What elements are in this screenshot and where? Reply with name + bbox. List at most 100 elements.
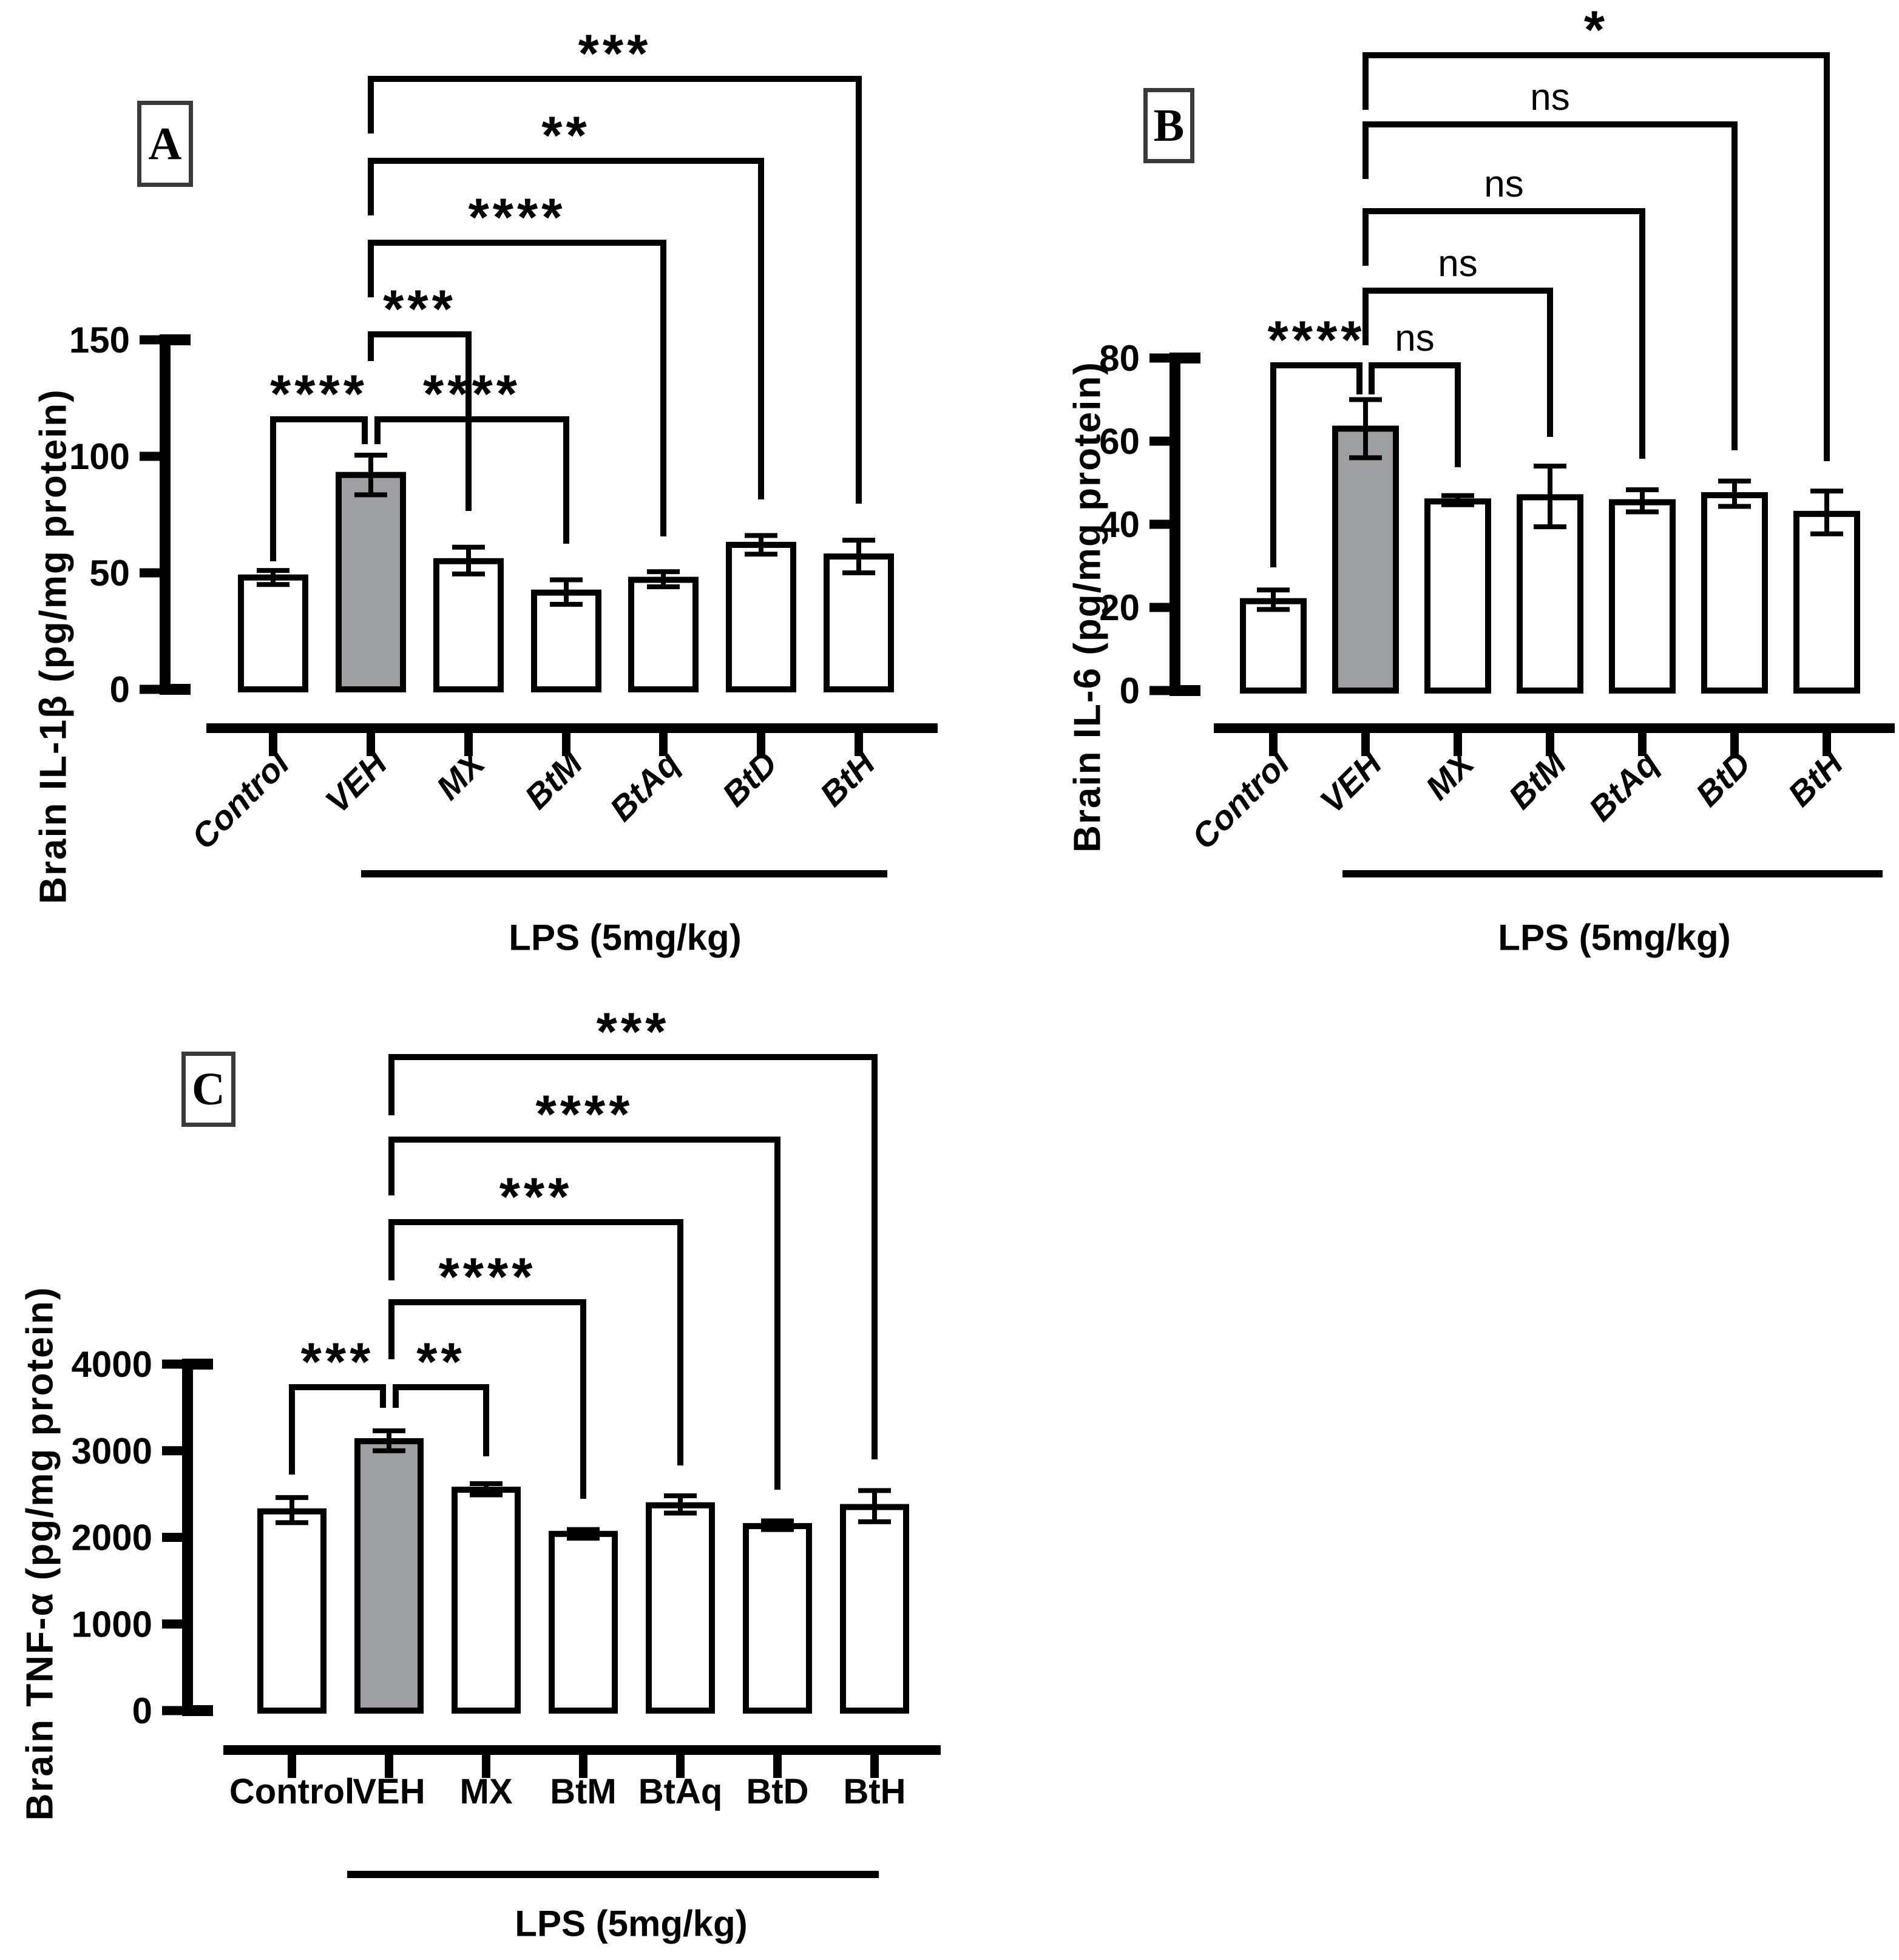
sig-stars-VEH-BtH: *** xyxy=(578,23,652,83)
bar-BtAq xyxy=(1609,499,1676,694)
y-tick-label: 20 xyxy=(1099,587,1140,628)
x-label-VEH: VEH xyxy=(1313,743,1390,820)
bar-Control xyxy=(257,1508,327,1714)
bar-BtAq xyxy=(628,576,699,693)
y-tick-label: 150 xyxy=(69,320,130,360)
sig-stars-Control-VEH: **** xyxy=(1268,309,1366,370)
sig-bracket-VEH-MX xyxy=(1369,362,1461,467)
x-label-BtH: BtH xyxy=(1781,743,1851,814)
bar-BtM xyxy=(1517,494,1583,694)
x-label-BtAq: BtAq xyxy=(638,1772,723,1811)
x-label-BtM: BtM xyxy=(550,1772,617,1811)
x-label-BtD: BtD xyxy=(715,744,785,814)
x-label-BtD: BtD xyxy=(746,1772,808,1811)
sig-ns-VEH-BtM: ns xyxy=(1438,243,1477,285)
x-label-Control: Control xyxy=(184,743,297,856)
x-label-VEH: VEH xyxy=(353,1772,425,1811)
sig-bracket-VEH-BtM xyxy=(388,1299,586,1499)
sig-stars-VEH-BtM: **** xyxy=(423,363,521,424)
x-label-BtH: BtH xyxy=(843,1772,905,1811)
bar-BtAq xyxy=(646,1502,715,1714)
x-label-Control: Control xyxy=(229,1772,354,1811)
sig-bracket-VEH-BtAq xyxy=(1362,208,1645,459)
sig-stars-VEH-BtM: **** xyxy=(439,1246,537,1306)
y-tick-label: 0 xyxy=(1120,671,1140,711)
sig-bracket-VEH-BtD xyxy=(388,1137,780,1490)
y-tick-label: 100 xyxy=(69,436,130,477)
sig-bracket-VEH-MX xyxy=(393,1384,489,1456)
panel-b-lps-label: LPS (5mg/kg) xyxy=(1498,917,1731,958)
bar-BtM xyxy=(531,589,601,693)
panel-b-y-axis-label: Brain IL-6 (pg/mg protein) xyxy=(1066,361,1109,853)
sig-bracket-VEH-BtH xyxy=(388,1054,878,1459)
x-label-BtAq: BtAq xyxy=(1581,744,1665,828)
sig-stars-Control-VEH: **** xyxy=(270,363,368,424)
sig-stars-VEH-BtH: *** xyxy=(597,1001,670,1061)
bar-BtM xyxy=(549,1530,618,1714)
y-tick-label: 1000 xyxy=(72,1604,152,1644)
bar-MX xyxy=(452,1486,521,1714)
bar-Control xyxy=(1240,598,1307,694)
sig-bracket-VEH-BtH xyxy=(1362,52,1830,461)
bar-BtH xyxy=(1793,510,1860,694)
bar-VEH xyxy=(336,471,406,692)
sig-stars-VEH-MX: *** xyxy=(383,279,456,339)
y-tick-label: 2000 xyxy=(72,1518,152,1558)
bar-VEH xyxy=(1332,425,1399,694)
x-label-BtM: BtM xyxy=(1501,743,1574,816)
panel-a-label-box: A xyxy=(137,101,193,187)
bar-BtH xyxy=(824,553,894,692)
bar-BtD xyxy=(726,541,796,692)
panel-c-label-box: C xyxy=(181,1052,235,1127)
panel-a-y-axis-label: Brain IL-1β (pg/mg protein) xyxy=(32,388,75,904)
panel-a-lps-label: LPS (5mg/kg) xyxy=(509,917,742,958)
bar-MX xyxy=(433,558,504,692)
x-label-BtAq: BtAq xyxy=(602,744,686,828)
sig-ns-VEH-BtAq: ns xyxy=(1484,163,1523,205)
sig-bracket-Control-VEH xyxy=(1270,362,1362,567)
sig-stars-VEH-BtH: * xyxy=(1584,0,1608,59)
y-tick-label: 50 xyxy=(89,553,130,593)
sig-ns-VEH-BtD: ns xyxy=(1530,76,1569,118)
x-label-VEH: VEH xyxy=(318,743,395,820)
sig-bracket-VEH-MX xyxy=(368,331,472,511)
sig-bracket-VEH-BtD xyxy=(1362,121,1738,450)
sig-stars-VEH-MX: ** xyxy=(416,1331,465,1391)
x-label-MX: MX xyxy=(460,1772,513,1811)
x-label-BtH: BtH xyxy=(813,743,883,814)
sig-bracket-Control-VEH xyxy=(270,416,368,561)
sig-stars-VEH-BtD: ** xyxy=(541,105,591,165)
panel-c-lps-label: LPS (5mg/kg) xyxy=(515,1903,748,1944)
sig-bracket-VEH-BtM xyxy=(1362,288,1553,437)
sig-bracket-VEH-BtM xyxy=(374,416,569,544)
sig-stars-VEH-BtAq: *** xyxy=(499,1166,573,1226)
bar-BtD xyxy=(743,1522,812,1714)
y-tick-label: 40 xyxy=(1099,504,1140,545)
bar-VEH xyxy=(354,1438,424,1714)
sig-stars-VEH-BtD: **** xyxy=(536,1084,634,1144)
x-label-BtD: BtD xyxy=(1688,744,1758,814)
bar-Control xyxy=(238,574,308,692)
y-tick-label: 0 xyxy=(132,1691,152,1731)
x-label-MX: MX xyxy=(1418,742,1483,807)
panel-b-label-box: B xyxy=(1143,88,1194,163)
sig-bracket-VEH-BtAq xyxy=(368,240,666,536)
sig-bracket-VEH-BtD xyxy=(368,158,764,499)
y-tick-label: 4000 xyxy=(72,1344,152,1385)
y-tick-label: 60 xyxy=(1099,421,1140,462)
panel-b-letter: B xyxy=(1153,100,1185,151)
y-tick-label: 3000 xyxy=(72,1431,152,1472)
x-label-MX: MX xyxy=(429,742,494,807)
panel-c-y-axis-label: Brain TNF-α (pg/mg protein) xyxy=(19,1286,61,1821)
sig-bracket-VEH-BtH xyxy=(368,76,862,504)
y-tick-label: 80 xyxy=(1099,338,1140,379)
sig-bracket-Control-VEH xyxy=(289,1384,386,1475)
bar-MX xyxy=(1424,498,1491,694)
x-label-Control: Control xyxy=(1184,743,1297,856)
sig-stars-Control-VEH: *** xyxy=(301,1331,374,1391)
y-tick-label: 0 xyxy=(110,669,130,710)
sig-stars-VEH-BtAq: **** xyxy=(469,187,566,247)
sig-ns-VEH-MX: ns xyxy=(1395,317,1434,359)
